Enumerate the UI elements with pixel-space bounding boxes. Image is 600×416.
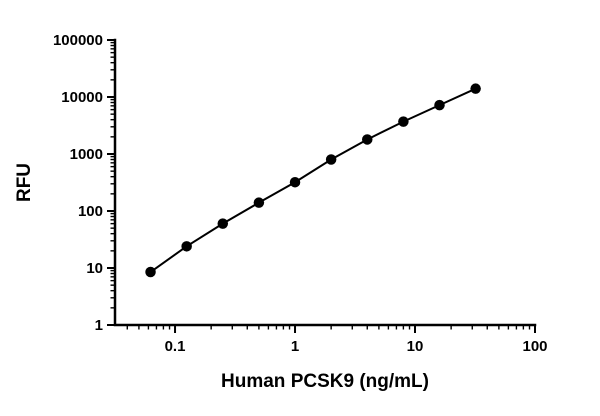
x-axis-title: Human PCSK9 (ng/mL): [221, 371, 429, 392]
x-tick-label: 100: [522, 338, 547, 355]
y-tick-label: 100000: [53, 32, 103, 49]
data-point: [145, 266, 156, 278]
y-tick-label: 100: [78, 203, 103, 220]
data-point: [470, 83, 481, 94]
data-point: [217, 218, 229, 229]
data-point: [325, 154, 337, 165]
data-point: [181, 241, 192, 252]
data-point: [362, 134, 373, 145]
y-tick-label: 1: [95, 317, 103, 334]
axes-spines: [113, 38, 537, 327]
y-tick-label: 1000: [70, 146, 103, 163]
data-point: [434, 99, 445, 111]
x-tick-label: 1: [291, 338, 299, 355]
y-axis-title: RFU: [14, 163, 35, 202]
y-tick-label: 10: [86, 260, 103, 277]
data-point: [398, 116, 409, 127]
y-tick-label: 10000: [61, 89, 103, 106]
data-line: [149, 87, 477, 273]
x-tick-label: 10: [407, 338, 424, 355]
data-point: [253, 197, 265, 208]
x-tick-label: 0.1: [165, 338, 186, 355]
data-point: [289, 176, 301, 188]
